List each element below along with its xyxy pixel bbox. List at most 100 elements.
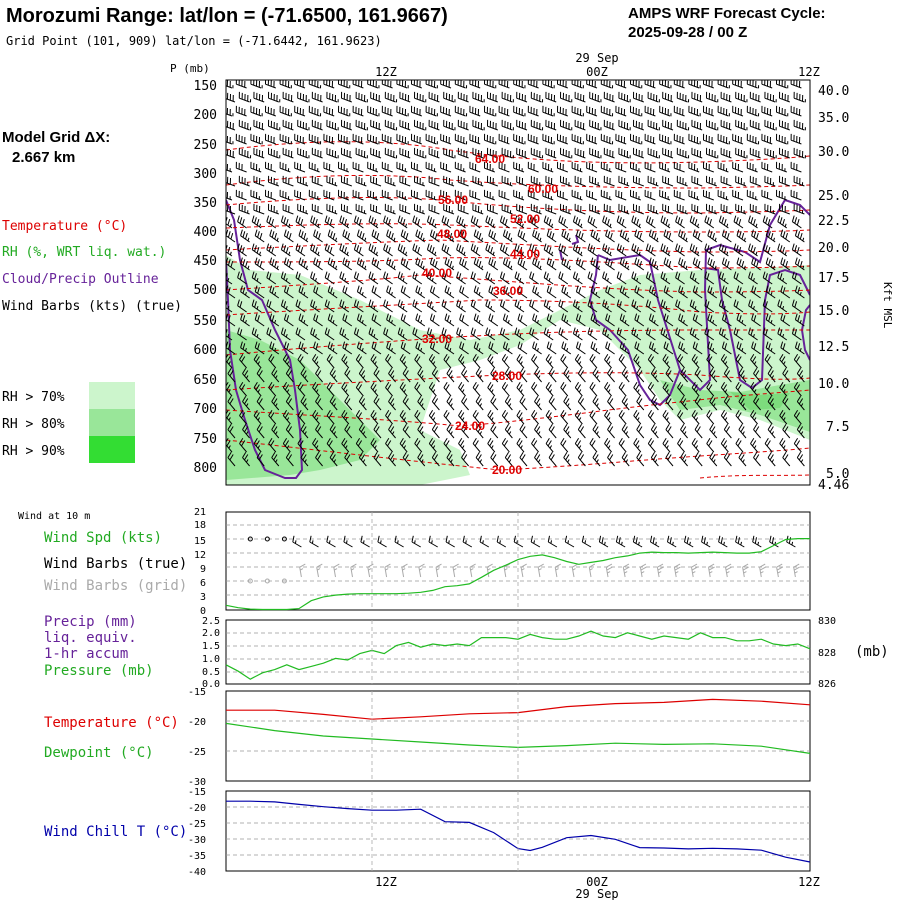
surface-wind-barb-grid <box>486 563 493 578</box>
upper-wind-barb <box>356 313 367 327</box>
temp-contour-40 <box>226 274 810 293</box>
upper-wind-barb <box>691 147 703 159</box>
upper-wind-barb <box>386 229 396 243</box>
upper-wind-barb <box>399 175 411 187</box>
upper-wind-barb <box>271 367 280 383</box>
upper-wind-barb <box>736 313 747 327</box>
upper-wind-barb <box>501 119 514 131</box>
upper-wind-barb <box>381 189 393 201</box>
upper-wind-barb <box>371 341 382 355</box>
upper-wind-barb <box>444 229 455 243</box>
upper-wind-barb <box>791 327 802 341</box>
upper-wind-barb <box>735 147 748 159</box>
upper-wind-barb <box>461 395 469 411</box>
upper-wind-barb <box>691 119 703 131</box>
upper-wind-barb <box>294 189 306 201</box>
upper-wind-barb <box>605 257 615 271</box>
pressure-tick: 500 <box>194 283 217 298</box>
upper-wind-barb <box>370 409 379 425</box>
surface-wind-barb <box>615 535 626 548</box>
upper-wind-barb <box>341 409 350 425</box>
upper-wind-barb <box>459 341 469 355</box>
upper-wind-barb <box>412 299 423 313</box>
upper-wind-barb <box>384 91 398 103</box>
upper-wind-barb <box>738 367 747 383</box>
pressure-right-tick: 828 <box>818 648 836 659</box>
upper-wind-barb <box>484 105 497 117</box>
upper-wind-barb <box>352 80 364 89</box>
upper-wind-barb <box>501 409 510 425</box>
upper-wind-barb <box>675 243 685 257</box>
upper-wind-barb <box>342 257 353 271</box>
upper-wind-barb <box>534 367 542 383</box>
surface-wind-barb-grid <box>708 563 715 578</box>
upper-wind-barb <box>720 437 729 453</box>
upper-wind-barb <box>793 147 806 159</box>
upper-wind-barb <box>323 161 335 173</box>
rh-shading <box>226 255 810 485</box>
upper-wind-barb <box>426 271 437 285</box>
upper-wind-barb <box>446 395 455 411</box>
legend-rh90-label: RH > 90% <box>2 444 65 459</box>
upper-wind-barb <box>746 189 758 201</box>
upper-wind-barb <box>720 147 732 159</box>
upper-wind-barb <box>456 243 466 257</box>
upper-wind-barb <box>242 395 250 411</box>
upper-wind-barb <box>777 299 788 313</box>
upper-wind-barb <box>706 119 719 131</box>
upper-wind-barb <box>616 299 627 313</box>
upper-wind-barb <box>297 437 306 453</box>
upper-wind-barb <box>782 423 791 439</box>
upper-wind-barb <box>720 381 729 397</box>
upper-wind-barb <box>285 423 294 439</box>
upper-wind-barb <box>616 271 627 285</box>
height-tick: 25.0 <box>818 189 849 204</box>
upper-wind-barb <box>415 229 426 243</box>
surface-wind-barb-grid <box>588 563 596 578</box>
upper-wind-barb <box>242 423 250 439</box>
surface-wind-barb-grid <box>605 563 613 578</box>
upper-wind-barb <box>678 341 688 355</box>
upper-wind-barb <box>490 395 499 411</box>
upper-wind-barb <box>414 119 427 131</box>
upper-wind-barb <box>542 133 555 145</box>
upper-wind-barb <box>414 437 423 453</box>
surface-wind-barb-grid <box>367 563 374 578</box>
upper-wind-barb <box>271 451 280 467</box>
upper-wind-barb <box>441 271 452 285</box>
upper-wind-barb <box>473 285 484 299</box>
upper-wind-barb <box>315 451 323 467</box>
surface-wind-barb <box>547 535 558 548</box>
upper-wind-barb <box>300 395 309 411</box>
upper-wind-barb <box>386 313 396 327</box>
upper-wind-barb <box>616 327 627 341</box>
upper-wind-barb <box>412 327 423 341</box>
upper-wind-barb <box>441 299 452 313</box>
upper-wind-barb <box>660 327 671 341</box>
upper-wind-barb <box>532 285 542 299</box>
upper-wind-barb <box>428 203 440 215</box>
upper-wind-barb <box>572 327 583 341</box>
upper-wind-barb <box>239 437 247 453</box>
temp-label-44: 44.00 <box>510 247 540 261</box>
upper-wind-barb <box>313 313 323 327</box>
upper-wind-barb <box>663 341 674 355</box>
upper-wind-barb <box>545 147 557 159</box>
upper-wind-barb <box>574 119 586 131</box>
upper-wind-barb <box>308 80 322 89</box>
upper-wind-barb <box>561 257 572 271</box>
upper-wind-barb <box>443 119 456 131</box>
upper-wind-barb <box>397 327 408 341</box>
upper-wind-barb <box>542 189 554 201</box>
upper-wind-barb <box>572 215 583 229</box>
upper-wind-barb <box>631 271 642 285</box>
upper-wind-barb <box>561 285 572 299</box>
pressure-tick: 150 <box>194 79 217 94</box>
temp-axis-ticks: -15 -20 -25 -30 <box>188 687 206 788</box>
surface-wind-barb-grid <box>554 563 562 578</box>
upper-wind-barb <box>587 243 598 257</box>
upper-wind-barb <box>253 353 262 369</box>
upper-wind-barb <box>485 299 496 313</box>
upper-wind-barb <box>417 423 426 439</box>
upper-wind-barb <box>662 175 674 187</box>
